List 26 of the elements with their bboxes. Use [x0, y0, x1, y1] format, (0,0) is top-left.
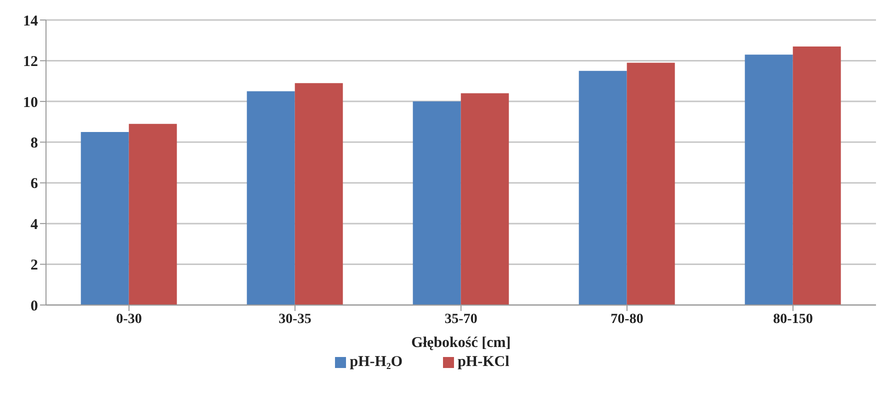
- y-tick-label: 2: [30, 258, 38, 274]
- x-axis-title: Głębokość [cm]: [411, 335, 511, 351]
- y-tick-label: 8: [30, 135, 38, 152]
- y-tick-label: 0: [30, 298, 38, 314]
- x-tick-label: 0-30: [116, 312, 142, 327]
- y-tick-label: 4: [30, 216, 38, 233]
- y-tick-label: 10: [23, 94, 38, 111]
- legend-label: pH-H₂O: [350, 354, 403, 370]
- bar: [80, 132, 129, 305]
- y-tick-label: 14: [23, 13, 38, 30]
- x-tick-label: 35-70: [444, 312, 478, 327]
- x-tick-label: 80-150: [773, 312, 813, 327]
- bar: [294, 83, 343, 305]
- bar: [460, 93, 509, 305]
- bar: [412, 101, 461, 305]
- x-tick-label: 70-80: [610, 312, 644, 327]
- bar: [246, 91, 295, 305]
- y-tick-label: 6: [30, 176, 38, 192]
- y-tick-label: 12: [23, 54, 38, 70]
- legend-label: pH-KCl: [458, 354, 510, 370]
- bar: [744, 54, 793, 305]
- bar: [626, 62, 675, 305]
- bar: [128, 124, 177, 305]
- bar: [578, 70, 627, 305]
- bar: [792, 46, 841, 305]
- x-tick-label: 30-35: [278, 312, 312, 327]
